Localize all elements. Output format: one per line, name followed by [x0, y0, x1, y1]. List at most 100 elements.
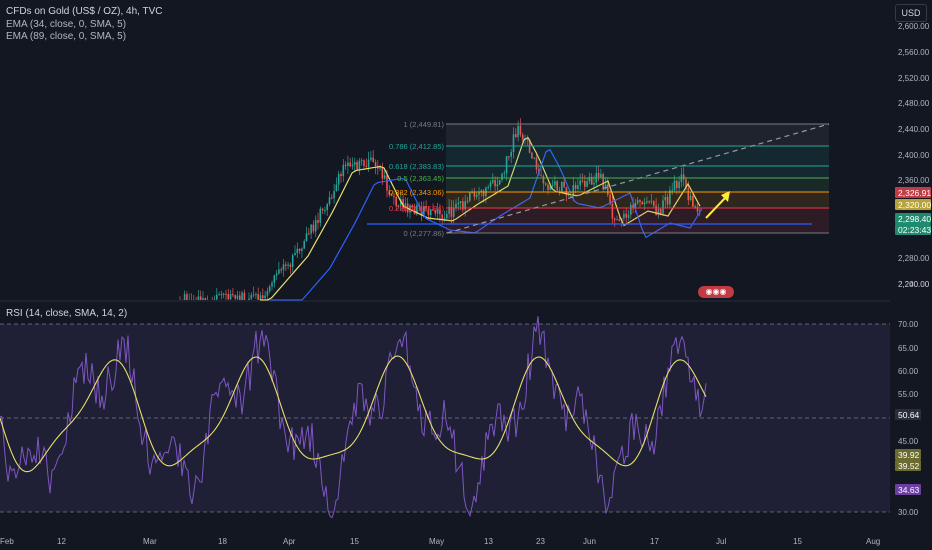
- time-tick-label[interactable]: 17: [650, 537, 659, 546]
- candle-body: [351, 164, 354, 167]
- ema-34-legend[interactable]: EMA (34, close, 0, SMA, 5): [6, 19, 127, 30]
- candle-body: [317, 220, 319, 223]
- candle-body: [402, 199, 404, 208]
- rsi-tick-label: 30.00: [898, 508, 919, 517]
- candle-body: [584, 181, 586, 187]
- rsi-tag-bg: [895, 409, 921, 420]
- candle-body: [512, 134, 515, 153]
- candle-body: [650, 201, 653, 203]
- candle-body: [540, 175, 542, 177]
- candle-body: [492, 180, 494, 183]
- candle-body: [648, 201, 650, 203]
- candle-body: [397, 205, 400, 207]
- time-tick-label[interactable]: May: [429, 537, 444, 546]
- symbol-legend[interactable]: CFDs on Gold (US$ / OZ), 4h, TVC: [6, 6, 163, 17]
- candle-body: [404, 203, 407, 208]
- candle-body: [354, 162, 356, 165]
- time-tick-label[interactable]: Aug: [866, 537, 880, 546]
- candle-body: [475, 194, 478, 197]
- candle-body: [335, 184, 338, 192]
- candle-body: [340, 174, 342, 177]
- candle-body: [381, 167, 384, 179]
- candle-body: [687, 188, 690, 201]
- time-tick-label[interactable]: 15: [350, 537, 359, 546]
- candle-body: [416, 205, 418, 215]
- time-tick-label[interactable]: Jul: [716, 537, 726, 546]
- candle-body: [199, 296, 202, 300]
- time-tick-label[interactable]: 12: [57, 537, 66, 546]
- candle-body: [535, 157, 538, 170]
- candle-body: [446, 213, 448, 219]
- currency-button[interactable]: USD: [895, 4, 927, 22]
- candle-body: [503, 172, 506, 175]
- time-tick-label[interactable]: 13: [484, 537, 493, 546]
- candle-body: [264, 295, 266, 298]
- candle-body: [427, 208, 430, 216]
- candle-body: [232, 294, 234, 296]
- candle-body: [413, 207, 416, 215]
- candle-body: [632, 204, 634, 209]
- time-axis[interactable]: Feb 12 Mar 18 Apr 15 May 13 23 Jun 17 Jul 15 Aug: [0, 537, 880, 546]
- candle-body: [298, 248, 301, 251]
- candle-body: [549, 185, 552, 191]
- price-tick-label: 2,360.00: [898, 176, 930, 185]
- candle-body: [216, 294, 218, 300]
- candle-body: [662, 200, 664, 214]
- rsi-tick-label: 55.00: [898, 390, 919, 399]
- candle-body: [561, 181, 563, 193]
- candle-body: [243, 292, 246, 300]
- time-tick-label[interactable]: Feb: [0, 537, 14, 546]
- candle-body: [429, 209, 432, 216]
- candle-body: [669, 190, 671, 205]
- ema-89-legend[interactable]: EMA (89, close, 0, SMA, 5): [6, 31, 127, 42]
- candle-body: [328, 197, 331, 205]
- candle-body: [653, 201, 655, 206]
- candle-body: [356, 162, 358, 170]
- candle-body: [333, 191, 335, 199]
- candle-body: [696, 206, 699, 212]
- candle-body: [239, 295, 241, 300]
- candle-body: [567, 195, 570, 197]
- price-axis[interactable]: 2,600.00 2,560.00 2,520.00 2,480.00 2,440.00…: [895, 22, 931, 289]
- time-tick-label[interactable]: Apr: [283, 537, 296, 546]
- candle-body: [590, 177, 593, 185]
- candle-body: [342, 164, 345, 177]
- candle-body: [310, 224, 312, 234]
- time-tick-label[interactable]: Mar: [143, 537, 157, 546]
- rsi-tag-label: 50.64: [898, 410, 920, 420]
- time-tick-label[interactable]: 23: [536, 537, 545, 546]
- candle-body: [646, 201, 648, 203]
- candle-body: [432, 209, 434, 211]
- rsi-legend[interactable]: RSI (14, close, SMA, 14, 2): [6, 308, 128, 319]
- candle-body: [579, 180, 581, 186]
- time-tick-label[interactable]: 18: [218, 537, 227, 546]
- candle-body: [448, 206, 450, 214]
- events-badge[interactable]: ◉◉◉: [698, 286, 734, 298]
- time-tick-label[interactable]: Jun: [583, 537, 596, 546]
- candle-body: [544, 183, 547, 185]
- rsi-pane[interactable]: [0, 316, 890, 519]
- candle-body: [565, 187, 568, 196]
- rsi-axis[interactable]: 70.0065.0060.0055.0045.0035.0030.0050.64…: [895, 320, 921, 517]
- candle-body: [682, 174, 685, 180]
- candle-body: [386, 175, 388, 191]
- rsi-tag: 34.63: [895, 484, 921, 495]
- candle-body: [655, 205, 657, 216]
- candle-body: [515, 134, 517, 138]
- candle-body: [685, 179, 687, 189]
- candle-body: [220, 294, 223, 296]
- candle-body: [607, 184, 609, 195]
- candle-body: [643, 202, 646, 205]
- price-pane[interactable]: 1 (2,449.81) 0.786 (2,412.85) 0.618 (2,383…: [179, 118, 830, 301]
- time-tick-label[interactable]: 15: [793, 537, 802, 546]
- candle-body: [363, 160, 365, 166]
- candle-body: [597, 172, 600, 178]
- candle-body: [487, 186, 489, 188]
- fib-retracement-drawing[interactable]: 1 (2,449.81) 0.786 (2,412.85) 0.618 (2,383…: [389, 120, 829, 238]
- trend-dashed-line[interactable]: [446, 123, 830, 234]
- candle-body: [202, 298, 204, 300]
- arrow-icon[interactable]: [705, 191, 730, 219]
- candle-body: [457, 203, 460, 205]
- rsi-tag: 39.92: [895, 449, 921, 460]
